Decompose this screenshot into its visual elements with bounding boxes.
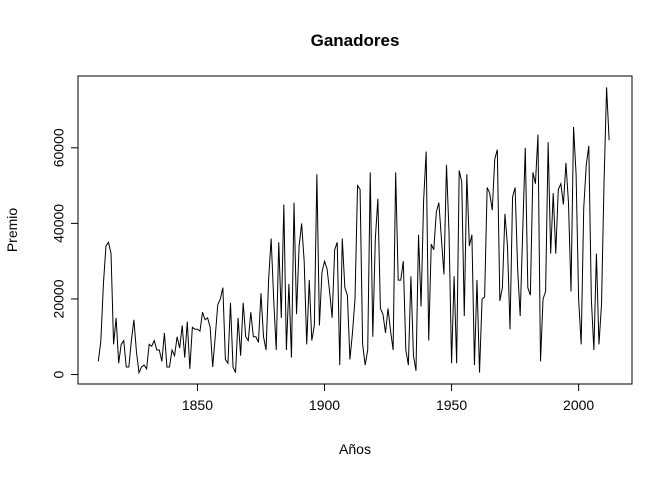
y-tick-label: 60000: [51, 128, 67, 167]
x-tick-label: 2000: [563, 397, 594, 413]
y-tick-label: 0: [51, 370, 67, 378]
x-tick-label: 1850: [182, 397, 213, 413]
y-tick-label: 20000: [51, 279, 67, 318]
x-axis-label: Años: [339, 441, 371, 457]
x-tick-label: 1900: [309, 397, 340, 413]
chart-title: Ganadores: [311, 31, 400, 50]
data-line: [97, 87, 610, 375]
x-tick-label: 1950: [436, 397, 467, 413]
y-tick-label: 40000: [51, 204, 67, 243]
y-axis-label: Premio: [4, 208, 20, 253]
